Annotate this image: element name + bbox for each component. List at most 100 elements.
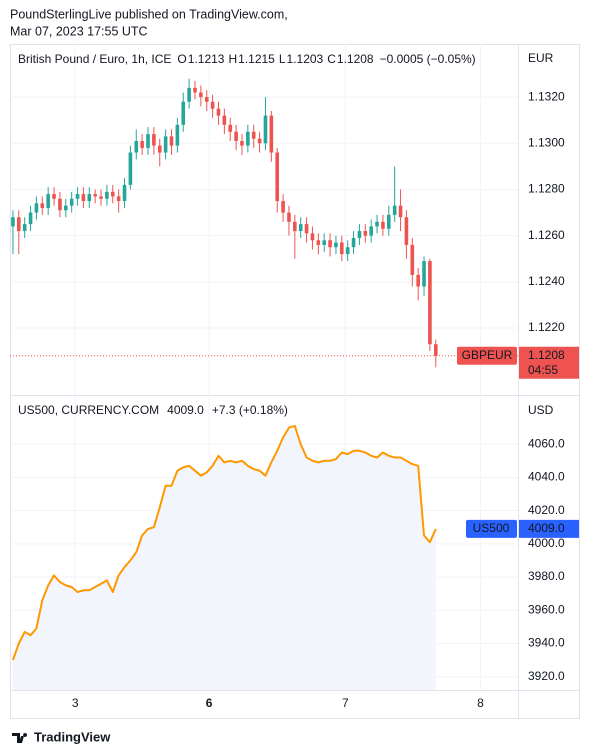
candle-body [157, 145, 162, 153]
y-tick-label: 3920.0 [528, 669, 565, 683]
candle-body [140, 140, 144, 148]
y-tick-label: 4040.0 [528, 470, 565, 484]
legend-title: US500, CURRENCY.COM [18, 403, 159, 417]
candle-body [375, 221, 379, 227]
legend-title: British Pound / Euro, 1h, ICE [18, 52, 171, 66]
candle-body [369, 226, 373, 236]
y-tick-label: 4060.0 [528, 436, 565, 450]
symbol-tag [466, 519, 517, 538]
price-tag-value: 4009.0 [528, 521, 565, 535]
y-tick-label: 3940.0 [528, 636, 565, 650]
candle-body [169, 136, 174, 146]
legend-last: 4009.0 [167, 403, 204, 417]
candle-body [404, 217, 409, 245]
legend-close: 1.1208 [337, 52, 374, 66]
candle-body [17, 217, 21, 232]
y-tick-label: 1.1280 [528, 182, 565, 196]
publish-date: Mar 07, 2023 17:55 UTC [10, 24, 148, 38]
legend-change: −0.0005 (−0.05%) [380, 52, 476, 66]
candle-body [410, 244, 415, 275]
x-tick-label: 8 [477, 696, 484, 710]
candle-body [175, 124, 180, 146]
candle-body [116, 196, 121, 202]
legend-change: +7.3 (+0.18%) [212, 403, 288, 417]
candle-body [187, 87, 191, 102]
price-tag [519, 519, 579, 538]
candle-body [46, 194, 50, 208]
symbol-tag-label: US500 [473, 521, 510, 535]
candle-body [433, 344, 438, 356]
tradingview-logo [12, 733, 28, 743]
candle-body [222, 115, 227, 125]
price-tag-value: 1.1208 [528, 348, 565, 362]
y-tick-label: 3980.0 [528, 569, 565, 583]
candle-body [428, 261, 432, 345]
candle-body [234, 131, 238, 141]
candle-body [181, 101, 186, 125]
area-line [11, 424, 437, 661]
publisher-line: PoundSterlingLive published on TradingVi… [10, 7, 288, 21]
x-tick-label: 3 [72, 696, 79, 710]
candle-body [345, 247, 350, 255]
y-tick-label: 1.1320 [528, 89, 565, 103]
candle-body [246, 131, 250, 146]
candle-body [392, 205, 397, 215]
candle-body [257, 138, 262, 144]
candle-body [304, 224, 309, 234]
candle-body [63, 205, 68, 211]
candle-body [11, 217, 15, 227]
candle-body [69, 198, 74, 206]
candle-body [263, 115, 268, 144]
candle-body [251, 131, 256, 139]
candle-body [351, 237, 356, 248]
candle-body [152, 134, 156, 146]
axis-unit: EUR [528, 51, 554, 65]
legend-c: C [327, 52, 336, 66]
candle-body [275, 152, 280, 202]
area-fill [12, 425, 436, 690]
price-tag [519, 346, 579, 379]
symbol-tag [457, 346, 517, 365]
y-tick-label: 1.1300 [528, 135, 565, 149]
axis-unit: USD [528, 403, 554, 417]
y-tick-label: 1.1260 [528, 228, 565, 242]
candle-body [281, 201, 285, 213]
candle-body [310, 233, 315, 241]
candle-body [122, 184, 127, 202]
legend-l: L [279, 52, 286, 66]
candle-body [163, 136, 168, 153]
candle-body [87, 194, 92, 202]
candle-body [28, 212, 33, 225]
candle-body [357, 231, 362, 238]
legend-h: H [228, 52, 237, 66]
candle-body [228, 124, 233, 132]
legend-open: 1.1213 [188, 52, 225, 66]
y-tick-label: 3960.0 [528, 602, 565, 616]
legend-low: 1.1203 [287, 52, 324, 66]
legend-high: 1.1215 [238, 52, 275, 66]
candle-body [210, 101, 215, 109]
candle-body [334, 242, 338, 248]
symbol-tag-label: GBPEUR [462, 348, 513, 362]
candle-body [93, 194, 97, 197]
candle-body [40, 203, 45, 208]
candle-body [416, 274, 420, 287]
candle-body [316, 240, 321, 245]
candle-body [422, 261, 426, 287]
price-tag-countdown: 04:55 [528, 363, 558, 377]
candle-body [199, 92, 203, 98]
candle-body [363, 231, 368, 236]
candle-body [204, 97, 209, 102]
candle-body [293, 221, 297, 232]
candle-body [105, 191, 109, 199]
x-tick-label: 7 [342, 696, 349, 710]
candle-body [269, 115, 274, 153]
candle-body [240, 140, 244, 146]
candle-body [22, 224, 27, 232]
y-tick-label: 4000.0 [528, 536, 565, 550]
y-tick-label: 1.1220 [528, 320, 565, 334]
candle-body [34, 203, 39, 213]
candle-body [110, 191, 115, 197]
candle-body [52, 194, 56, 199]
